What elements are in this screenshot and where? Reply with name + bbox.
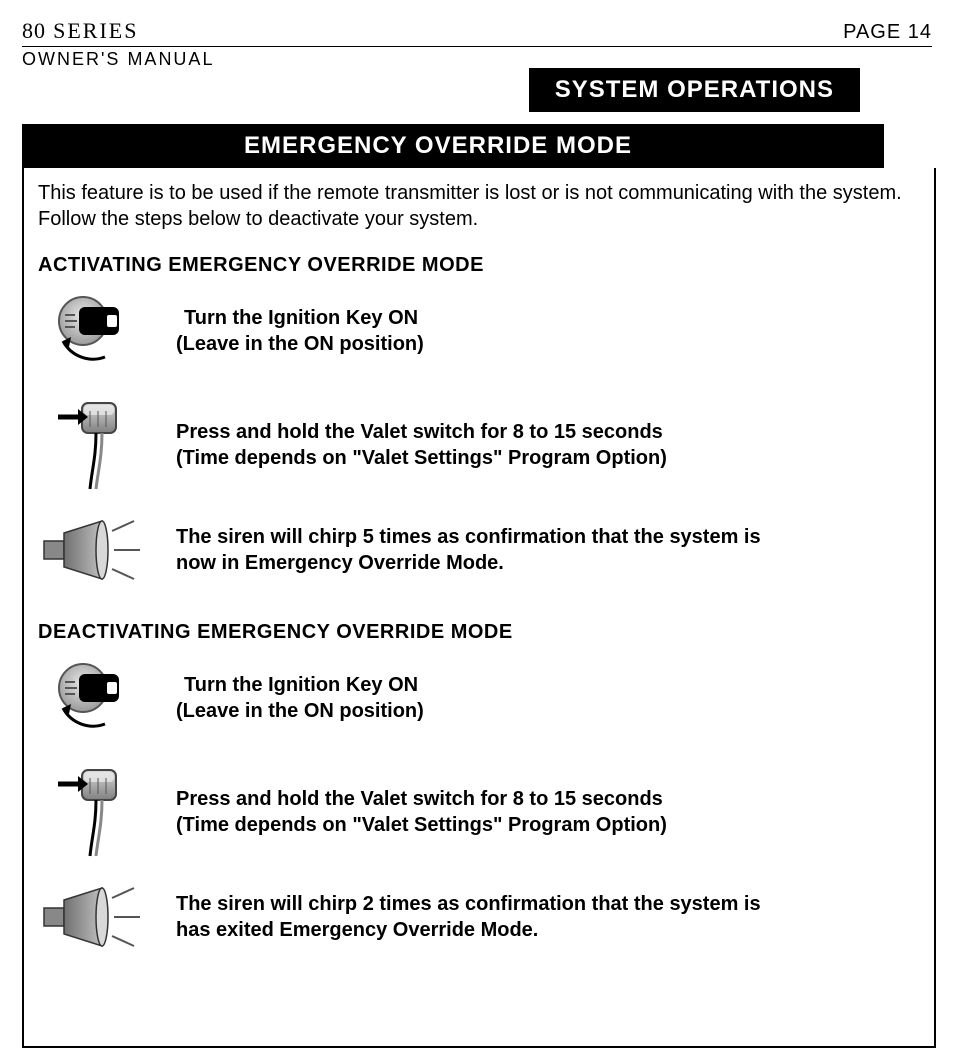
intro-text: This feature is to be used if the remote… (38, 180, 920, 232)
deactivate-step-3-line2: has exited Emergency Override Mode. (176, 919, 538, 941)
system-operations-banner: SYSTEM OPERATIONS (529, 68, 860, 112)
activate-step-3-line2: now in Emergency Override Mode. (176, 552, 504, 574)
series-label: 80 SERIES (22, 18, 138, 44)
deactivate-step-1-line1: Turn the Ignition Key ON (176, 672, 424, 698)
activate-step-2: Press and hold the Valet switch for 8 to… (38, 397, 920, 493)
activate-step-3-text: The siren will chirp 5 times as confirma… (176, 524, 761, 576)
activate-step-1-line1: Turn the Ignition Key ON (176, 305, 424, 331)
siren-icon (38, 882, 148, 952)
deactivate-step-1-text: Turn the Ignition Key ON (Leave in the O… (176, 672, 424, 724)
valet-switch-icon (38, 397, 148, 493)
manual-page: 80 SERIES PAGE 14 OWNER'S MANUAL SYSTEM … (0, 0, 954, 1048)
activate-step-2-line2: (Time depends on "Valet Settings" Progra… (176, 447, 667, 469)
activate-heading: ACTIVATING EMERGENCY OVERRIDE MODE (38, 254, 920, 277)
activate-step-3-line1: The siren will chirp 5 times as confirma… (176, 526, 761, 548)
deactivate-step-2: Press and hold the Valet switch for 8 to… (38, 764, 920, 860)
activate-step-1-text: Turn the Ignition Key ON (Leave in the O… (176, 305, 424, 357)
deactivate-step-1: Turn the Ignition Key ON (Leave in the O… (38, 654, 920, 742)
deactivate-step-2-line2: (Time depends on "Valet Settings" Progra… (176, 814, 667, 836)
emergency-override-banner: EMERGENCY OVERRIDE MODE (22, 124, 884, 168)
deactivate-step-2-text: Press and hold the Valet switch for 8 to… (176, 786, 667, 838)
deactivate-step-2-line1: Press and hold the Valet switch for 8 to… (176, 788, 663, 810)
activate-step-2-line1: Press and hold the Valet switch for 8 to… (176, 421, 663, 443)
ignition-key-icon (38, 287, 148, 375)
ignition-key-icon (38, 654, 148, 742)
deactivate-heading: DEACTIVATING EMERGENCY OVERRIDE MODE (38, 621, 920, 644)
siren-icon (38, 515, 148, 585)
owner-manual-label: OWNER'S MANUAL (22, 49, 932, 70)
valet-switch-icon (38, 764, 148, 860)
content-box: This feature is to be used if the remote… (22, 168, 936, 1048)
deactivate-step-3-text: The siren will chirp 2 times as confirma… (176, 891, 761, 943)
header-row: 80 SERIES PAGE 14 (22, 18, 932, 47)
activate-step-1: Turn the Ignition Key ON (Leave in the O… (38, 287, 920, 375)
series-number: 80 (22, 18, 46, 43)
activate-step-1-line2: (Leave in the ON position) (176, 333, 424, 355)
series-word: SERIES (53, 18, 138, 43)
page-number: PAGE 14 (843, 21, 932, 44)
deactivate-step-3-line1: The siren will chirp 2 times as confirma… (176, 893, 761, 915)
deactivate-step-1-line2: (Leave in the ON position) (176, 700, 424, 722)
system-ops-wrap: SYSTEM OPERATIONS (22, 68, 932, 112)
deactivate-step-3: The siren will chirp 2 times as confirma… (38, 882, 920, 952)
activate-step-3: The siren will chirp 5 times as confirma… (38, 515, 920, 585)
activate-step-2-text: Press and hold the Valet switch for 8 to… (176, 419, 667, 471)
